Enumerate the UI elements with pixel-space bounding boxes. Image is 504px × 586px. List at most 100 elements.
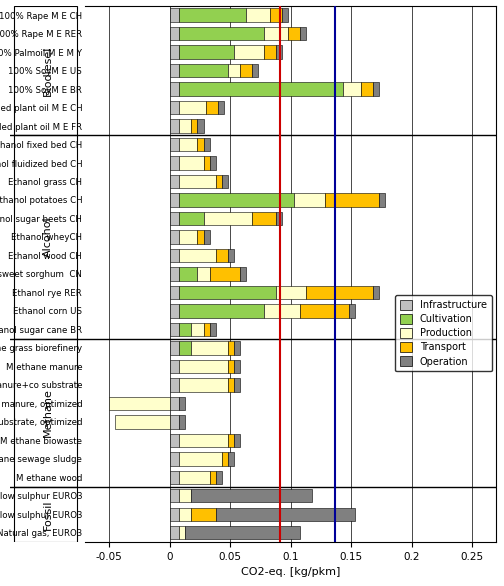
Bar: [361, 83, 373, 96]
Bar: [170, 452, 179, 465]
Bar: [179, 101, 206, 114]
Bar: [179, 120, 192, 132]
Text: Biodiesel: Biodiesel: [42, 45, 52, 96]
Bar: [179, 46, 234, 59]
Text: Methane: Methane: [42, 388, 52, 437]
Bar: [170, 341, 179, 355]
Bar: [216, 471, 222, 484]
Bar: [179, 526, 185, 540]
Bar: [170, 360, 179, 373]
Bar: [179, 434, 228, 447]
Bar: [179, 27, 264, 40]
Bar: [216, 175, 222, 188]
Bar: [379, 193, 385, 207]
Bar: [210, 267, 240, 281]
FancyBboxPatch shape: [14, 486, 78, 542]
Bar: [264, 304, 300, 318]
FancyBboxPatch shape: [14, 339, 78, 486]
Bar: [170, 101, 179, 114]
Bar: [198, 120, 204, 132]
Bar: [206, 101, 218, 114]
Bar: [276, 46, 282, 59]
Bar: [228, 64, 240, 77]
Bar: [264, 46, 276, 59]
Bar: [179, 175, 216, 188]
Bar: [240, 267, 246, 281]
Bar: [246, 8, 270, 22]
Bar: [198, 138, 204, 151]
Bar: [170, 415, 179, 428]
Bar: [288, 27, 300, 40]
Bar: [252, 64, 258, 77]
Bar: [179, 452, 222, 465]
Bar: [179, 471, 210, 484]
Bar: [192, 489, 312, 502]
Bar: [170, 471, 179, 484]
Bar: [170, 489, 179, 502]
Bar: [179, 304, 264, 318]
Bar: [222, 175, 228, 188]
X-axis label: CO2-eq. [kg/pkm]: CO2-eq. [kg/pkm]: [241, 567, 340, 577]
Bar: [170, 267, 179, 281]
Bar: [170, 230, 179, 244]
Bar: [204, 230, 210, 244]
Bar: [252, 212, 276, 225]
Bar: [228, 378, 234, 391]
Bar: [170, 64, 179, 77]
Legend: Infrastructure, Cultivation, Production, Transport, Operation: Infrastructure, Cultivation, Production,…: [396, 295, 491, 372]
Bar: [204, 212, 252, 225]
Bar: [179, 323, 192, 336]
Bar: [170, 304, 179, 318]
Bar: [170, 212, 179, 225]
Bar: [192, 120, 198, 132]
Bar: [179, 489, 192, 502]
Bar: [240, 64, 252, 77]
Bar: [270, 8, 282, 22]
Bar: [349, 304, 355, 318]
Bar: [192, 507, 216, 521]
Bar: [179, 267, 198, 281]
Bar: [192, 323, 204, 336]
Bar: [373, 286, 379, 299]
Bar: [228, 249, 234, 262]
Bar: [204, 323, 210, 336]
Bar: [300, 304, 349, 318]
Bar: [216, 249, 228, 262]
Bar: [179, 397, 185, 410]
Bar: [170, 156, 179, 170]
Bar: [198, 267, 210, 281]
Bar: [170, 8, 179, 22]
FancyBboxPatch shape: [14, 135, 78, 339]
Bar: [204, 156, 210, 170]
Bar: [228, 452, 234, 465]
Bar: [210, 156, 216, 170]
Bar: [179, 507, 192, 521]
Bar: [216, 507, 355, 521]
Bar: [294, 193, 325, 207]
Bar: [228, 434, 234, 447]
Bar: [179, 286, 276, 299]
Bar: [234, 360, 240, 373]
Bar: [234, 378, 240, 391]
Bar: [198, 230, 204, 244]
Bar: [234, 434, 240, 447]
Bar: [170, 249, 179, 262]
Bar: [179, 156, 204, 170]
Bar: [179, 378, 228, 391]
Bar: [170, 434, 179, 447]
Bar: [170, 193, 179, 207]
Bar: [179, 64, 228, 77]
Bar: [170, 286, 179, 299]
Bar: [306, 286, 373, 299]
Bar: [264, 27, 288, 40]
Bar: [170, 46, 179, 59]
Bar: [192, 341, 228, 355]
Text: Fossil: Fossil: [42, 499, 52, 530]
Bar: [179, 230, 198, 244]
Bar: [179, 360, 228, 373]
Bar: [228, 360, 234, 373]
Bar: [179, 138, 198, 151]
Bar: [185, 526, 300, 540]
Bar: [234, 46, 264, 59]
Text: Alcohol: Alcohol: [42, 217, 52, 257]
